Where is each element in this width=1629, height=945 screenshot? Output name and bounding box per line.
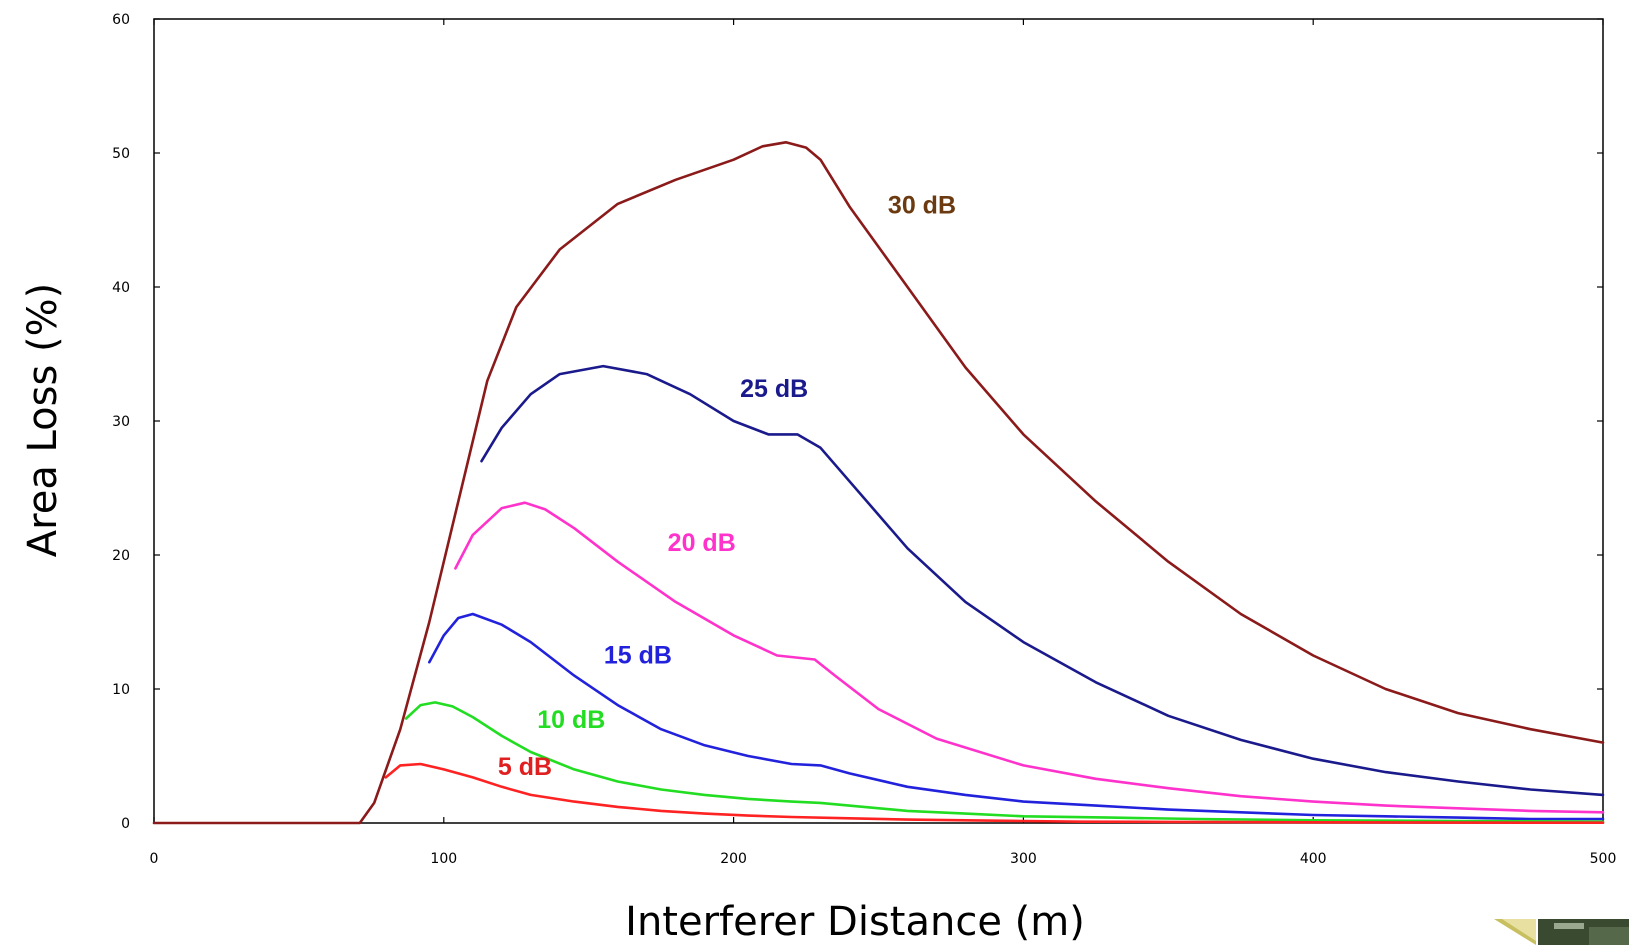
series-line-30-db xyxy=(152,141,1605,825)
y-axis: 0 10 20 30 40 50 60 xyxy=(112,12,1603,832)
x-tick-label: 500 xyxy=(1590,851,1617,867)
y-tick-label: 0 xyxy=(121,816,130,832)
series-line-15-db xyxy=(428,612,1605,821)
y-tick-label: 30 xyxy=(112,414,130,430)
y-tick-label: 50 xyxy=(112,146,130,162)
plot-frame xyxy=(153,18,1604,824)
curve-label-20-db: 20 dB xyxy=(668,529,736,557)
curve-labels: 30 dB 25 dB 20 dB 15 dB 10 dB 5 dB xyxy=(498,191,956,780)
x-tick-label: 0 xyxy=(150,851,159,867)
x-tick-label: 400 xyxy=(1300,851,1327,867)
series-line-5-db xyxy=(384,762,1605,824)
series-layer xyxy=(152,141,1605,825)
y-axis-title: Area Loss (%) xyxy=(20,283,66,557)
x-axis-title: Interferer Distance (m) xyxy=(625,899,1085,945)
curve-label-10-db: 10 dB xyxy=(537,706,605,734)
y-tick-label: 20 xyxy=(112,548,130,564)
curve-label-25-db: 25 dB xyxy=(740,375,808,403)
y-tick-label: 60 xyxy=(112,12,130,28)
curve-label-30-db: 30 dB xyxy=(888,191,956,219)
curve-label-5-db: 5 dB xyxy=(498,753,552,781)
x-tick-label: 300 xyxy=(1010,851,1037,867)
x-tick-label: 100 xyxy=(430,851,457,867)
y-tick-label: 10 xyxy=(112,682,130,698)
series-line-10-db xyxy=(404,701,1605,823)
curve-label-15-db: 15 dB xyxy=(604,642,672,670)
series-line-20-db xyxy=(454,501,1605,814)
y-tick-label: 40 xyxy=(112,280,130,296)
x-tick-label: 200 xyxy=(720,851,747,867)
series-line-25-db xyxy=(480,364,1605,797)
corner-decoration xyxy=(1494,919,1629,945)
x-axis: 0 100 200 300 400 500 xyxy=(150,19,1617,867)
